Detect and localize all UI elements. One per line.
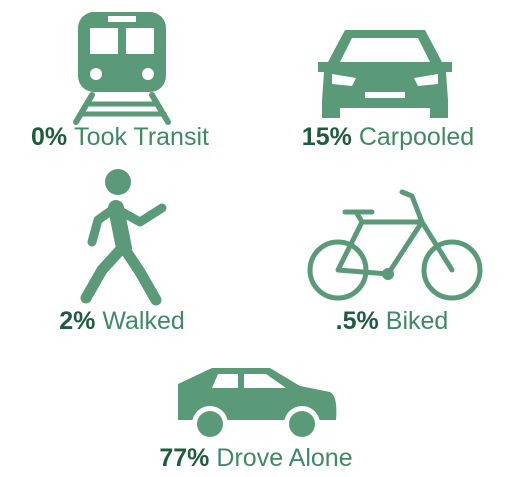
caption: .5% Biked <box>336 307 449 335</box>
label: Biked <box>386 307 449 335</box>
walker-icon <box>80 169 167 306</box>
caption: 77% Drove Alone <box>159 444 352 472</box>
label: Walked <box>102 307 184 335</box>
percent: 15% <box>302 123 352 151</box>
percent: 2% <box>59 307 95 335</box>
caption: 15% Carpooled <box>302 123 474 151</box>
bike-icon <box>307 189 483 301</box>
label: Drove Alone <box>216 444 352 472</box>
caption: 2% Walked <box>59 307 185 335</box>
caption: 0% Took Transit <box>31 123 209 151</box>
car-front-icon <box>318 30 452 118</box>
percent: 77% <box>159 444 209 472</box>
percent: 0% <box>31 123 67 151</box>
percent: .5% <box>336 307 379 335</box>
car-side-icon <box>178 368 337 442</box>
label: Carpooled <box>359 123 474 151</box>
train-icon <box>73 12 171 125</box>
label: Took Transit <box>74 123 209 151</box>
